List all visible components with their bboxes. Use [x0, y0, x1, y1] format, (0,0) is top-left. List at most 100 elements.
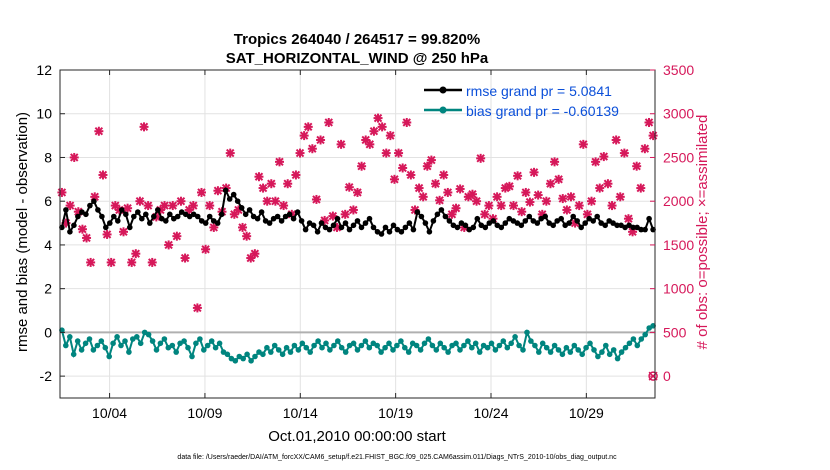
obs-assimilated-marker [447, 209, 457, 219]
bias-point [528, 338, 534, 344]
bias-point [208, 338, 215, 344]
obs-assimilated-marker [262, 196, 272, 206]
rmse-point [278, 218, 285, 224]
obs-assimilated-marker [591, 157, 601, 167]
bias-point [421, 340, 428, 347]
bias-point [469, 344, 475, 351]
rmse-point [127, 224, 133, 231]
rmse-point [206, 213, 213, 220]
bias-point [536, 349, 542, 355]
obs-assimilated-marker [316, 135, 326, 145]
obs-assimilated-marker [611, 135, 621, 145]
obs-assimilated-marker [640, 144, 650, 154]
rmse-point [578, 224, 584, 231]
bias-point [405, 349, 412, 355]
bias-point [98, 338, 105, 344]
rmse-point [498, 224, 505, 231]
obs-assimilated-marker [238, 222, 248, 232]
bias-point [161, 336, 168, 342]
rmse-point [366, 215, 373, 222]
rmse-point [474, 215, 481, 222]
obs-assimilated-marker [57, 187, 67, 197]
rmse-point [314, 229, 321, 235]
obs-assimilated-marker [192, 303, 202, 313]
bias-point [145, 331, 152, 338]
obs-assimilated-marker [94, 126, 104, 136]
bias-point [232, 358, 239, 364]
bias-point [520, 347, 526, 353]
obs-assimilated-marker [636, 183, 646, 193]
bias-point [303, 344, 310, 351]
obs-assimilated-marker [525, 197, 535, 207]
rmse-point [454, 224, 461, 231]
rmse-point [326, 226, 333, 233]
data-file-footer: data file: /Users/raeder/DAI/ATM_forcXX/… [177, 454, 617, 461]
legend: rmse grand pr = 5.0841 bias grand pr = -… [424, 83, 619, 119]
bias-point [437, 340, 444, 347]
obs-assimilated-marker [299, 131, 309, 141]
obs-assimilated-marker [451, 203, 461, 213]
y-tick-label-right: 2500 [663, 149, 694, 165]
obs-assimilated-marker [439, 170, 449, 180]
obs-assimilated-marker [582, 209, 592, 219]
rmse-point [426, 229, 433, 235]
bias-point [240, 355, 246, 362]
rmse-point [646, 215, 652, 222]
rmse-point [230, 191, 237, 198]
rmse-point [398, 229, 405, 235]
rmse-point [302, 226, 309, 233]
bias-point [193, 340, 199, 347]
obs-assimilated-marker [587, 196, 597, 206]
obs-assimilated-marker [414, 183, 424, 193]
bias-point [461, 342, 467, 349]
bias-point [488, 340, 495, 347]
rmse-point [298, 218, 305, 224]
plot-frame [59, 69, 656, 399]
obs-assimilated-marker [242, 231, 252, 241]
rmse-point [482, 224, 489, 231]
obs-assimilated-marker [307, 144, 317, 154]
bias-point [492, 347, 499, 353]
bias-point [433, 347, 440, 353]
rmse-point [378, 231, 385, 237]
bias-point [149, 338, 156, 344]
rmse-point [354, 218, 361, 224]
rmse-point [438, 207, 445, 213]
rmse-point [310, 222, 317, 229]
rmse-point [550, 222, 556, 229]
rmse-point [462, 222, 469, 229]
obs-assimilated-marker [270, 196, 280, 206]
bias-point [394, 342, 400, 349]
bias-point [118, 342, 124, 349]
bias-point [642, 331, 648, 338]
y-tick-label-left: 6 [44, 193, 52, 209]
obs-assimilated-marker [283, 179, 293, 189]
obs-assimilated-marker [431, 179, 441, 189]
obs-assimilated-marker [385, 131, 395, 141]
obs-assimilated-marker [558, 194, 568, 204]
obs-assimilated-marker [455, 184, 465, 194]
rmse-point [642, 226, 648, 233]
obs-assimilated-marker [143, 201, 153, 211]
rmse-point [502, 220, 509, 226]
bias-point [551, 342, 558, 349]
rmse-point [582, 220, 588, 226]
obs-assimilated-marker [168, 201, 178, 211]
rmse-point [167, 211, 173, 218]
rmse-point [214, 220, 221, 226]
bias-point [212, 344, 219, 351]
obs-assimilated-marker [295, 148, 305, 158]
bias-point [390, 347, 396, 353]
bias-point [287, 349, 294, 355]
bias-point [614, 355, 621, 362]
bias-point [378, 349, 384, 355]
obs-assimilated-marker [205, 201, 215, 211]
bias-point [114, 334, 120, 340]
bias-point [197, 336, 203, 342]
obs-assimilated-marker [541, 196, 551, 206]
rmse-point [418, 213, 425, 220]
bias-point [323, 340, 329, 347]
y-tick-label-left: 12 [36, 62, 52, 78]
obs-assimilated-marker [644, 117, 654, 127]
rmse-point [135, 209, 141, 215]
